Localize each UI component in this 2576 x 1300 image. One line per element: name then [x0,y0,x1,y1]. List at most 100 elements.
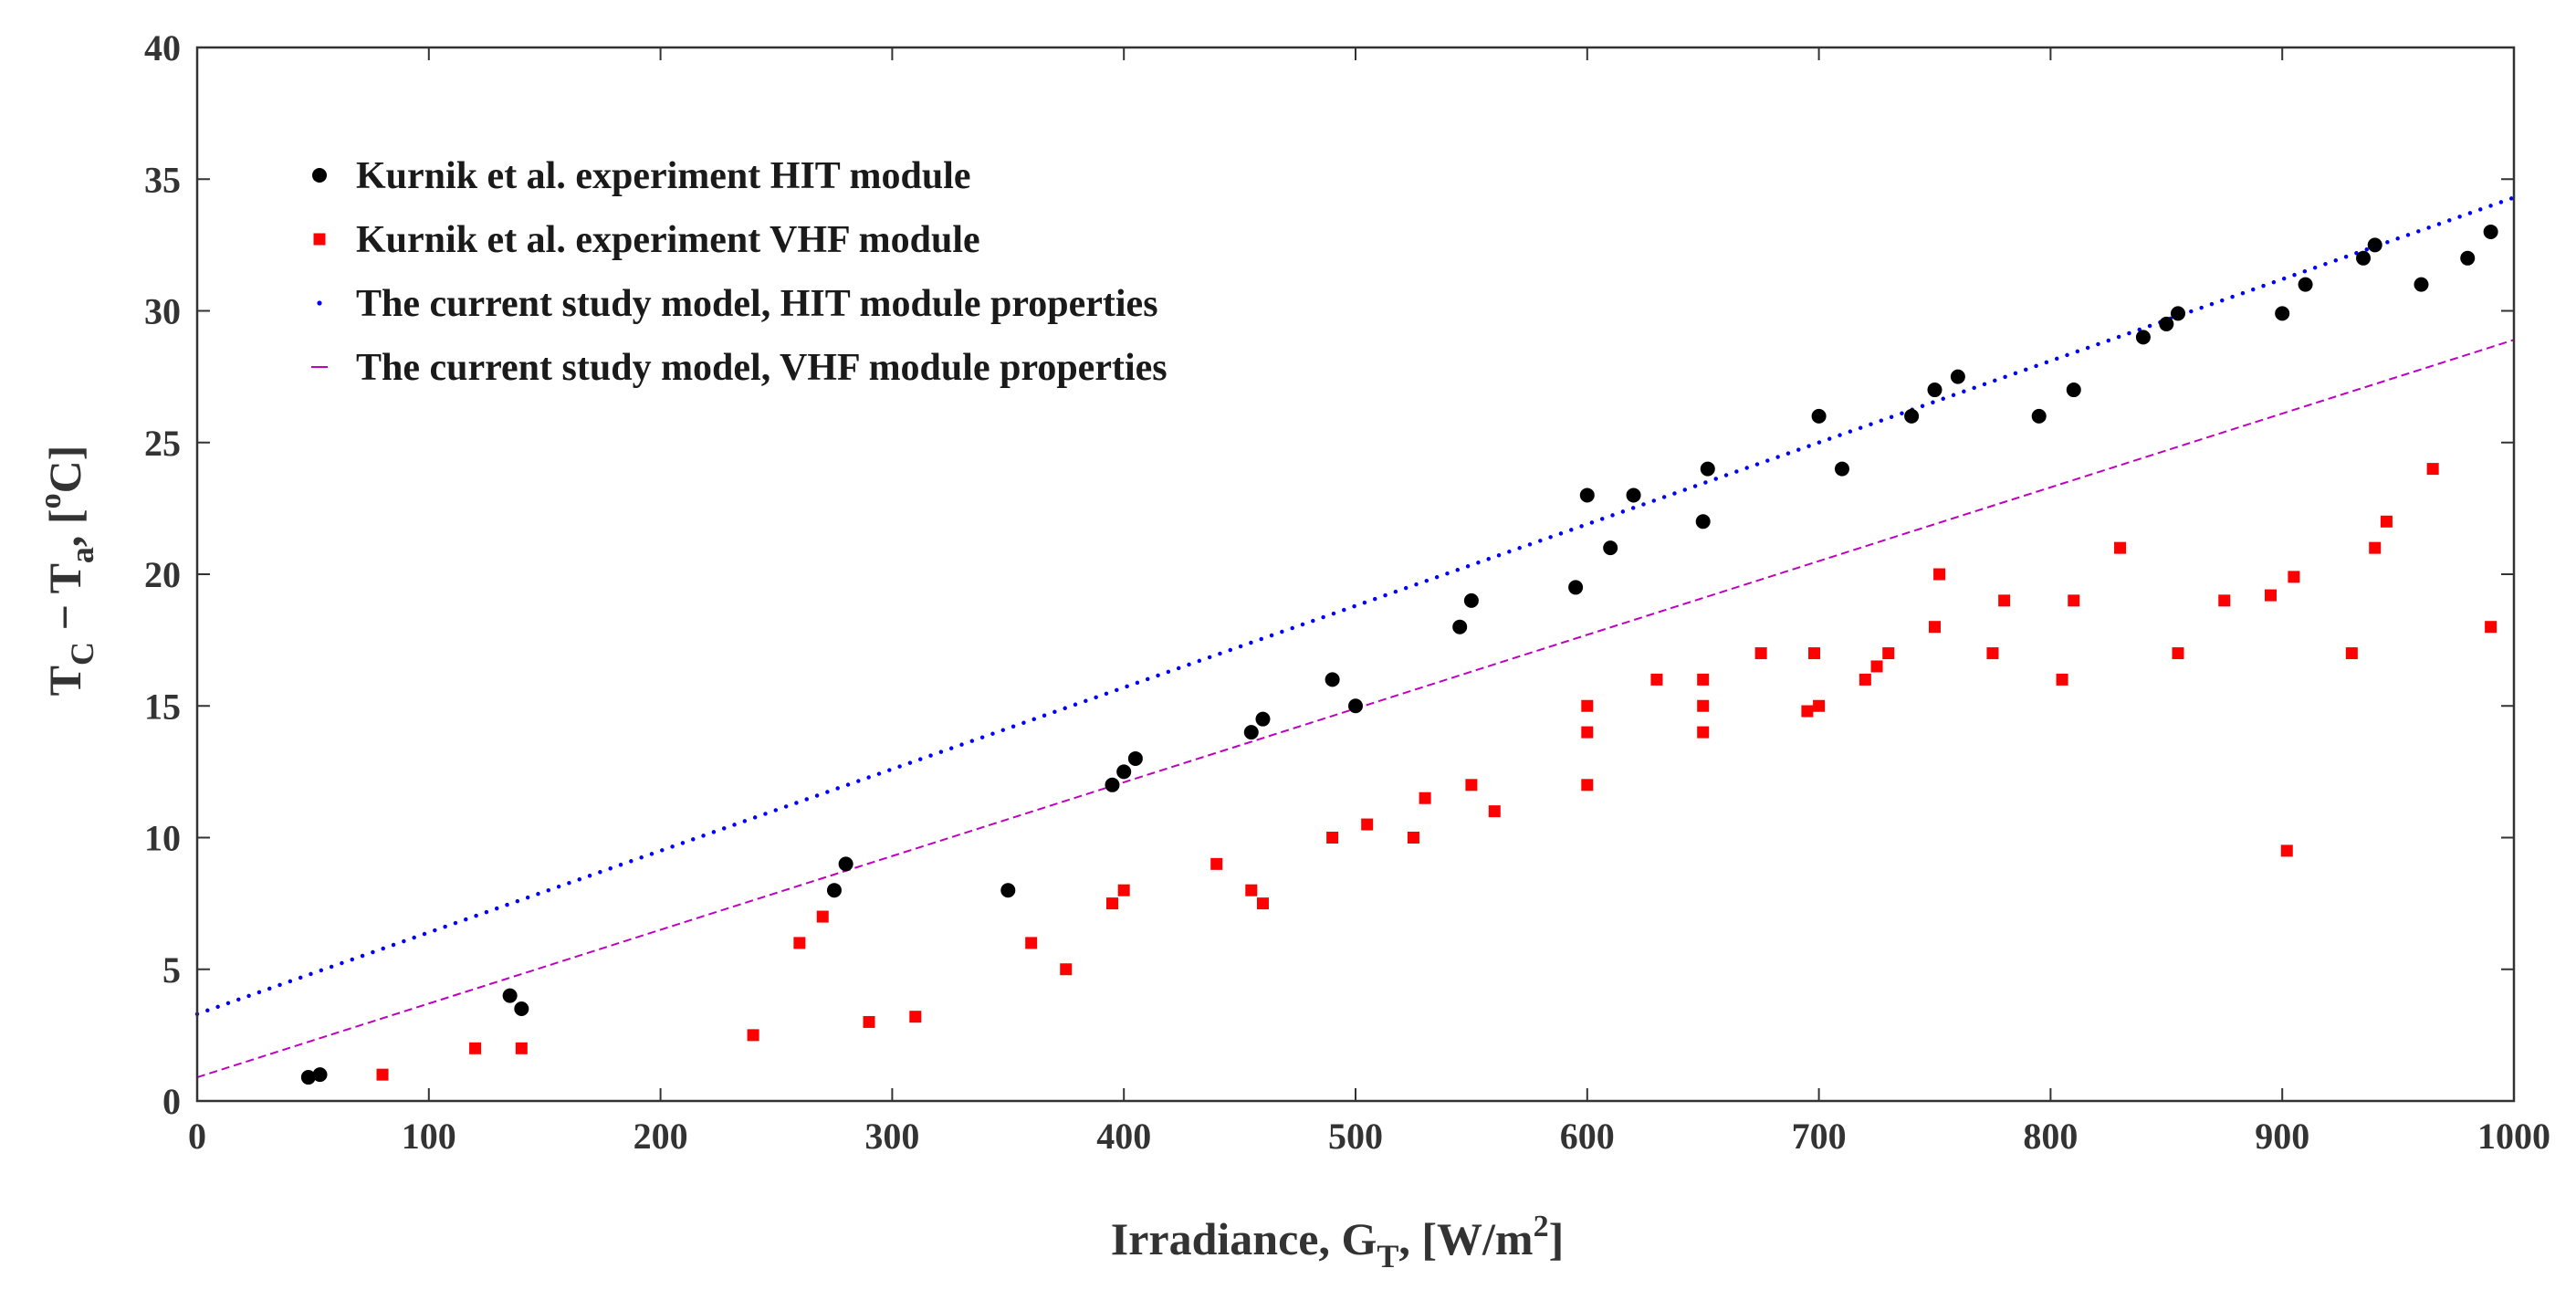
vhf-point [376,1068,389,1081]
vhf-point [863,1015,875,1028]
y-tick-label: 35 [144,159,181,200]
hit-point [2066,383,2081,398]
vhf-point [1933,568,1946,581]
vhf-point [1581,726,1594,739]
x-tick-label: 300 [864,1116,919,1157]
vhf-point [816,910,829,923]
y-axis-title: TC − Ta, [oC] [34,446,100,697]
hit-point [1904,408,1920,424]
hit-point [1695,514,1711,529]
hit-point [1116,764,1132,780]
vhf-point [1245,884,1258,896]
hit-point [838,856,853,872]
hit-point [2414,277,2429,292]
hit-point [2367,237,2382,253]
vhf-point [1697,726,1710,739]
hit-point [1127,750,1143,766]
vhf-point [1060,963,1073,976]
hit-point [2275,306,2290,321]
vhf-point [1986,647,1999,660]
legend-marker-square [313,233,326,246]
x-tick-label: 200 [634,1116,688,1157]
y-tick-label: 15 [144,686,181,727]
vhf-point [909,1011,922,1023]
hit-point [2031,408,2047,424]
hit-point [2460,250,2476,266]
x-tick-label: 0 [188,1116,206,1157]
x-tick-label: 1000 [2477,1116,2550,1157]
vhf-point [2380,515,2393,528]
vhf-point [1870,660,1883,673]
legend-marker-dotted [317,300,322,306]
hit-point [1452,619,1468,634]
vhf-point [2369,541,2382,554]
vhf-point [1581,779,1594,792]
vhf-point [2288,571,2300,583]
hit-point [312,1067,328,1083]
legend-label: Kurnik et al. experiment VHF module [356,219,980,261]
vhf-point [1361,818,1374,831]
vhf-point [1754,647,1767,660]
hit-point [1255,711,1271,727]
hit-point [514,1001,529,1017]
hit-point [2159,316,2174,331]
vhf-point [1650,673,1663,686]
vhf-point [793,937,806,949]
legend-label: Kurnik et al. experiment HIT module [356,155,971,197]
vhf-point [747,1029,759,1042]
axis-ticks: 0 100 200 300 400 500 600 700 800 900 1000 0 5 10 15 20… [144,27,2550,1157]
hit-point [1834,461,1849,477]
model-line [194,195,2517,1017]
legend-marker-circle [312,168,327,183]
hit-point [2135,330,2151,345]
y-tick-label: 10 [144,818,181,859]
data-points [300,224,2498,1085]
x-tick-label: 600 [1560,1116,1615,1157]
vhf-point [2485,621,2497,634]
vhf-point [2345,647,2358,660]
y-tick-label: 30 [144,291,181,332]
legend: Kurnik et al. experiment HIT module Kurni… [311,155,1168,389]
vhf-point [1465,779,1478,792]
hit-point [1568,580,1584,595]
hit-point [1325,672,1340,687]
vhf-point [2280,844,2293,857]
vhf-point [1813,699,1826,712]
vhf-point [469,1042,482,1054]
hit-point [1603,540,1618,556]
hit-point [2483,224,2498,239]
hit-point [1626,488,1641,503]
x-axis-title: Irradiance, GT, [W/m2] [1111,1210,1565,1274]
plot-frame [195,46,2516,1103]
hit-point [1243,725,1259,740]
hit-point [502,988,518,1003]
vhf-point [2114,541,2127,554]
vhf-point [1326,832,1339,844]
x-tick-label: 500 [1328,1116,1383,1157]
hit-point [300,1070,316,1085]
vhf-point [2218,594,2231,607]
x-tick-label: 400 [1096,1116,1151,1157]
hit-point [1348,698,1363,714]
hit-point [2356,250,2372,266]
hit-point [1700,461,1715,477]
vhf-point [1407,832,1419,844]
x-tick-label: 700 [1792,1116,1847,1157]
x-tick-label: 800 [2023,1116,2078,1157]
x-tick-label: 100 [402,1116,456,1157]
hit-point [2170,306,2185,321]
vhf-point [1697,699,1710,712]
vhf-point [2426,463,2439,476]
vhf-point [2068,594,2080,607]
vhf-point [515,1042,528,1054]
vhf-point [1488,805,1501,818]
y-tick-label: 40 [144,27,181,68]
vhf-point [1929,621,1941,634]
y-tick-label: 25 [144,423,181,464]
x-tick-label: 900 [2255,1116,2309,1157]
vhf-point [1859,673,1871,686]
legend-label: The current study model, VHF module prop… [356,347,1168,389]
vhf-point [1882,647,1895,660]
vhf-point [1808,647,1821,660]
